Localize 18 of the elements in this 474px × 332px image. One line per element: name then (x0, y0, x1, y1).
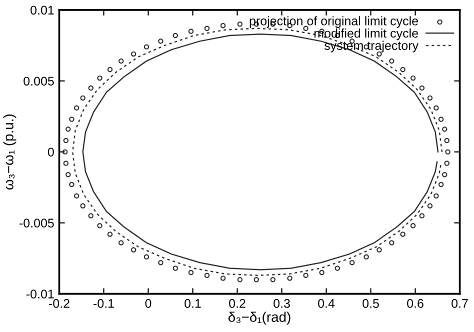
x-tick-label: 0.5 (362, 299, 379, 308)
x-tick-label: 0 (145, 299, 152, 308)
y-tick-label: -0.01 (26, 290, 54, 298)
x-tick-label: 0.4 (318, 299, 335, 308)
x-tick-label: -0.1 (94, 299, 114, 308)
x-tick-label: 0.1 (184, 299, 201, 308)
x-tick-label: 0.6 (407, 299, 424, 308)
x-tick-label: -0.2 (49, 299, 70, 308)
x-tick-label: 0.3 (274, 299, 290, 308)
y-axis-title: ω₃−ω₁ (p.u.) (3, 114, 16, 190)
y-tick-label: 0.01 (30, 6, 54, 15)
x-tick-label: 0.7 (452, 299, 468, 308)
x-axis-title: δ₃−δ₁(rad) (228, 312, 290, 325)
y-tick-label: 0 (48, 148, 54, 157)
legend-label: projection of original limit cycle (250, 16, 418, 28)
x-tick-label: 0.2 (229, 299, 246, 308)
y-tick-label: -0.005 (20, 218, 54, 228)
y-tick-label: 0.005 (24, 76, 54, 86)
